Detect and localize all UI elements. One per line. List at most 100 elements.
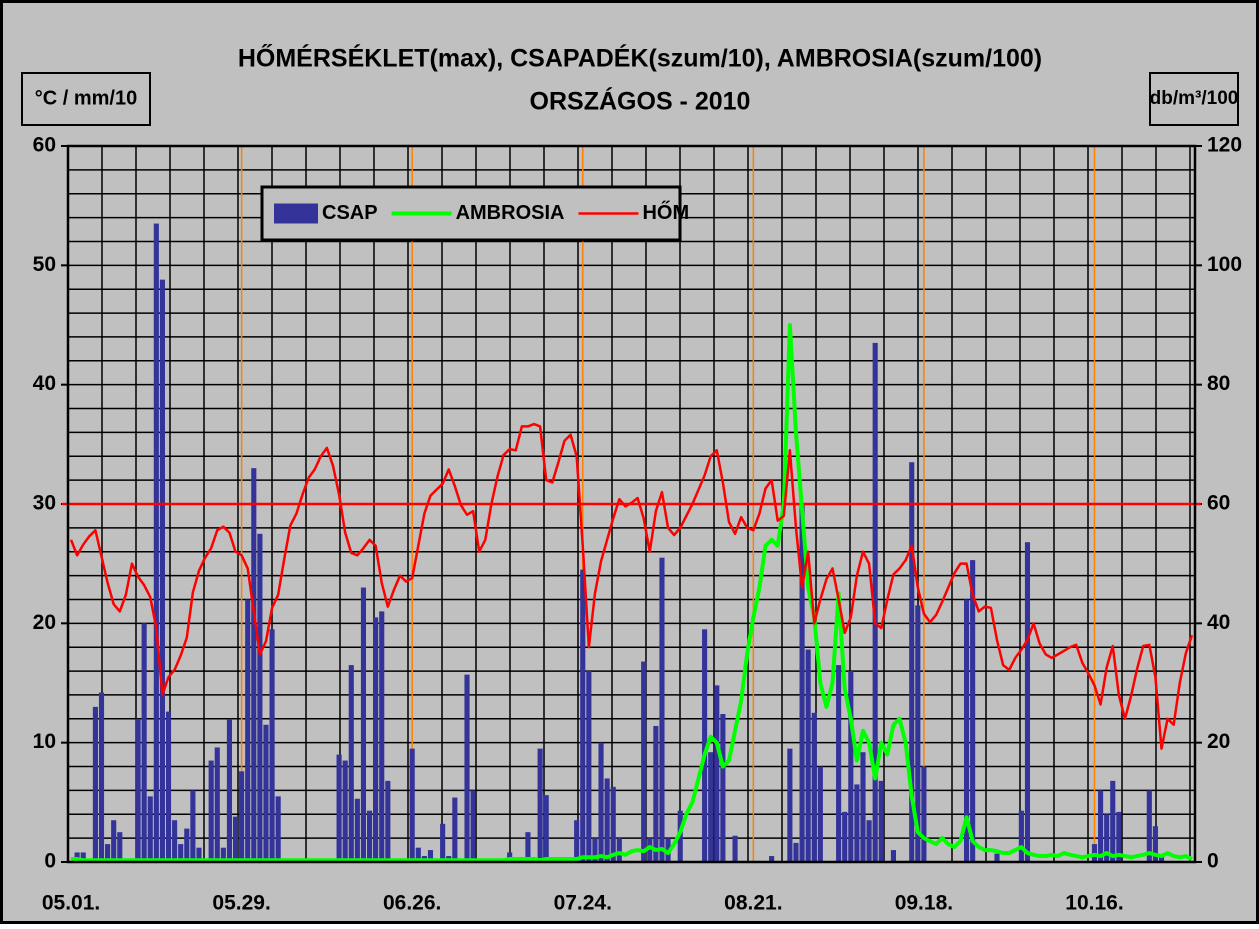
bar	[963, 599, 970, 862]
bar	[909, 462, 915, 862]
bar	[251, 468, 257, 862]
bar	[226, 718, 232, 862]
bar	[817, 766, 823, 862]
bar	[659, 557, 665, 862]
bar	[178, 844, 184, 862]
bar	[257, 533, 263, 862]
bar	[470, 790, 476, 862]
bar	[610, 786, 616, 862]
line-series	[71, 323, 1193, 863]
bar	[1116, 811, 1122, 862]
bar	[366, 810, 373, 862]
bar	[537, 748, 543, 862]
bar	[427, 850, 434, 862]
bar	[890, 850, 897, 862]
bar	[1110, 780, 1116, 862]
y-tick-label: 60	[33, 134, 56, 157]
bar	[842, 811, 848, 862]
bar	[263, 724, 269, 862]
bar	[348, 665, 354, 862]
bar	[354, 798, 360, 862]
bar	[848, 671, 854, 862]
y-tick-label: 10	[33, 730, 56, 753]
y2-tick-label: 40	[1207, 611, 1230, 634]
bar	[598, 742, 604, 862]
bar	[1098, 790, 1104, 862]
bar	[866, 820, 872, 862]
y2-tick-label: 80	[1207, 372, 1230, 395]
bar	[811, 712, 817, 862]
bar	[921, 766, 927, 862]
bar	[799, 504, 805, 862]
bar	[147, 796, 153, 862]
bar	[994, 853, 1000, 862]
plot-border	[66, 144, 1197, 864]
bar	[385, 780, 391, 862]
x-tick-label: 06.26.	[383, 892, 441, 915]
x-tick-label: 05.29.	[212, 892, 270, 915]
bar	[190, 790, 196, 862]
bar	[793, 842, 799, 862]
bar	[1024, 542, 1031, 862]
y2-axis-label: db/m³/100	[1150, 88, 1239, 109]
x-tick-label: 08.21.	[724, 892, 782, 915]
bar	[172, 820, 178, 862]
bar	[769, 856, 775, 862]
bar	[1146, 790, 1152, 862]
bar	[525, 832, 531, 862]
legend-swatch	[274, 203, 318, 224]
legend-label: HŐM	[642, 201, 689, 224]
y2-tick-label: 60	[1207, 492, 1230, 515]
bar	[105, 844, 111, 862]
bar	[592, 838, 598, 862]
x-tick-label: 07.24.	[554, 892, 612, 915]
bar	[854, 784, 860, 862]
bar	[714, 685, 720, 862]
bar	[616, 838, 622, 862]
bar	[872, 342, 878, 862]
bar	[379, 611, 385, 862]
y-tick-label: 30	[33, 492, 56, 515]
bar	[184, 828, 190, 862]
y2-tick-label: 100	[1207, 253, 1242, 276]
bar	[159, 279, 165, 862]
y-label-box	[21, 72, 151, 126]
chart-subtitle: ORSZÁGOS - 2010	[530, 87, 751, 116]
bar	[647, 838, 653, 862]
bar	[141, 623, 147, 862]
bar	[732, 835, 738, 862]
bar	[452, 797, 458, 862]
bar	[269, 629, 275, 862]
y2-tick-label: 20	[1207, 730, 1230, 753]
bar	[373, 617, 379, 862]
bar	[1104, 814, 1110, 862]
y2-tick-label: 0	[1207, 850, 1219, 873]
bar	[720, 714, 726, 862]
bar	[342, 760, 348, 862]
bar	[153, 223, 159, 863]
line-series	[69, 422, 1194, 750]
x-tick-label: 09.18.	[895, 892, 953, 915]
bar	[245, 599, 251, 862]
bar	[878, 780, 884, 862]
bar	[586, 671, 592, 862]
bar	[1152, 826, 1158, 862]
bar	[543, 795, 549, 862]
bar	[970, 560, 976, 862]
bar	[580, 569, 586, 862]
bar	[409, 748, 415, 862]
bar	[641, 661, 647, 862]
y2-tick-label: 120	[1207, 134, 1242, 157]
bar	[196, 847, 202, 862]
bar	[702, 629, 708, 862]
y-tick-label: 40	[33, 372, 56, 395]
x-tick-label: 05.01.	[42, 892, 100, 915]
y2-label-box	[1149, 72, 1239, 126]
legend-label: CSAP	[322, 202, 378, 224]
bar	[860, 752, 866, 862]
bar	[111, 820, 117, 862]
y-tick-label: 0	[44, 850, 56, 873]
bar	[117, 832, 123, 862]
